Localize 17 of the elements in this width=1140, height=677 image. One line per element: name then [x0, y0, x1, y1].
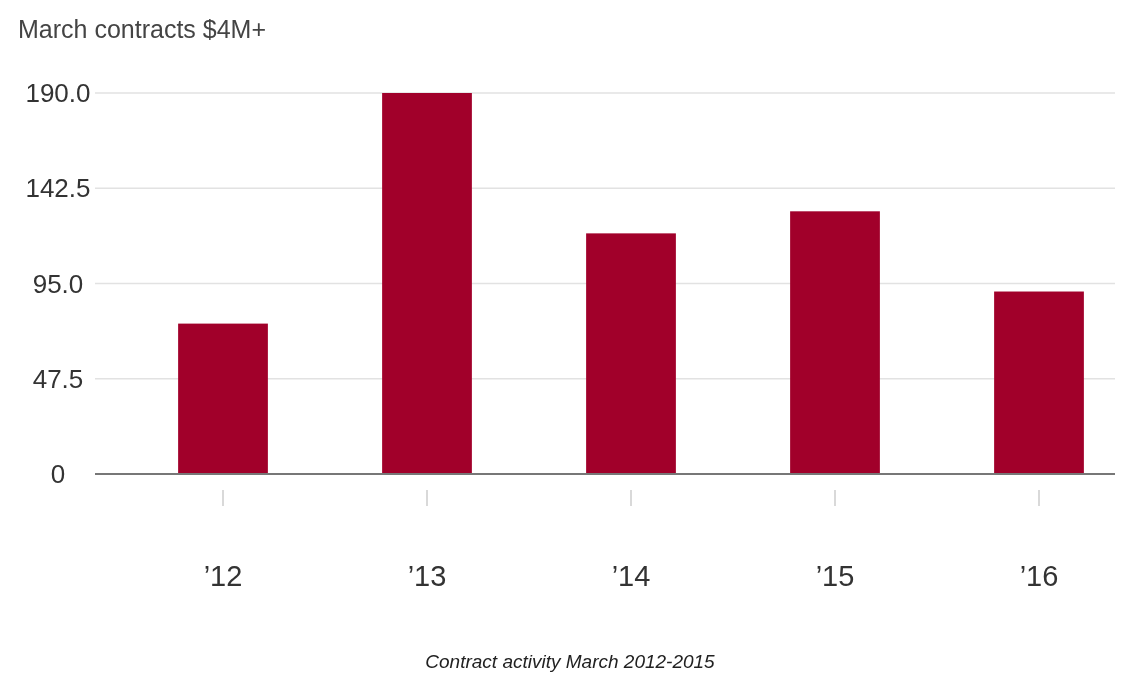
y-tick-label: 0 [50, 459, 66, 490]
bar [790, 211, 880, 474]
x-tick-label: ’15 [815, 560, 855, 592]
x-tick-label: ’16 [1019, 560, 1059, 592]
bar [178, 323, 268, 474]
y-tick-label: 190.0 [25, 78, 91, 109]
bar [586, 233, 676, 474]
x-tick-label: ’12 [203, 560, 243, 592]
x-tick-label: ’13 [407, 560, 447, 592]
y-tick-label: 95.0 [32, 268, 84, 299]
y-tick-label: 47.5 [32, 363, 84, 394]
bar [994, 291, 1084, 474]
y-tick-label: 142.5 [25, 173, 91, 204]
x-tick-label: ’14 [611, 560, 651, 592]
bar [382, 93, 472, 474]
text: Contract activity March 2012-2015 [425, 651, 716, 672]
chart-title: March contracts $4M+ [18, 15, 267, 43]
